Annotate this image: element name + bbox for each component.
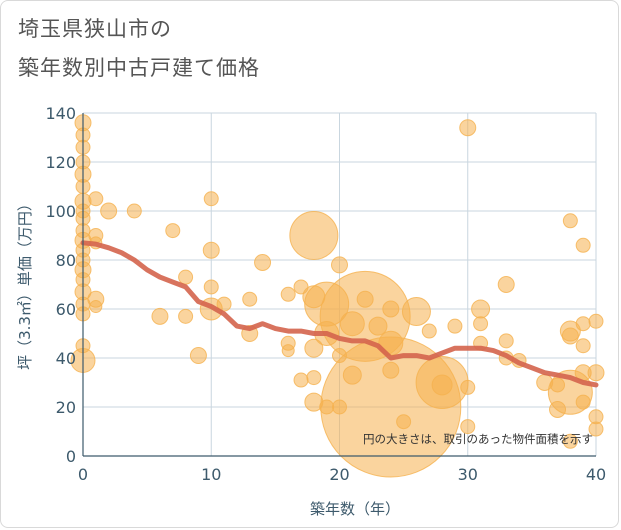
data-bubble	[151, 307, 169, 325]
bubbles	[70, 114, 605, 478]
x-tick-label: 40	[586, 465, 606, 484]
size-annotation: 円の大きさは、取引のあった物件面積を示す	[363, 432, 593, 446]
y-tick-label: 120	[45, 153, 76, 172]
data-bubble	[203, 279, 219, 295]
data-bubble	[306, 370, 322, 386]
data-bubble	[561, 327, 579, 345]
data-bubble	[289, 211, 339, 260]
data-bubble	[100, 202, 118, 220]
data-bubble	[293, 372, 309, 388]
trend-line-path	[80, 240, 599, 388]
x-axis-label: 築年数（年）	[310, 500, 400, 518]
data-bubble	[460, 379, 476, 395]
data-bubble	[382, 300, 400, 318]
x-tick-label: 30	[458, 465, 478, 484]
data-bubble	[587, 364, 605, 382]
axes: 0 20 40 60 80 100 120 140 0 10 20 30 40	[45, 104, 606, 484]
data-bubble	[88, 191, 104, 207]
data-bubble	[562, 433, 578, 449]
y-tick-label: 40	[56, 349, 76, 368]
data-bubble	[396, 414, 412, 430]
data-bubble	[562, 213, 578, 229]
data-bubble	[421, 323, 437, 339]
data-bubble	[401, 296, 431, 326]
data-bubble	[460, 419, 476, 435]
data-bubble	[331, 256, 348, 274]
data-bubble	[356, 290, 374, 308]
data-bubble	[431, 374, 453, 396]
data-bubble	[281, 344, 295, 358]
x-tick-label: 20	[329, 465, 349, 484]
data-bubble	[178, 308, 194, 324]
y-axis-label: 坪（3.3㎡）単価（万円）	[16, 196, 34, 370]
y-tick-label: 80	[56, 251, 76, 270]
data-bubble	[126, 203, 142, 219]
data-bubble	[189, 347, 207, 365]
data-bubble	[203, 191, 219, 207]
data-bubble	[178, 269, 194, 285]
data-bubble	[497, 276, 515, 293]
data-bubble	[304, 338, 324, 358]
chart-title-line-1: 埼玉県狭山市の	[18, 17, 172, 41]
x-tick-label: 10	[201, 465, 221, 484]
data-bubble	[202, 241, 220, 259]
data-bubble	[575, 338, 591, 354]
data-bubble	[459, 119, 477, 137]
y-tick-label: 60	[56, 300, 76, 319]
y-tick-label: 20	[56, 398, 76, 417]
data-bubble	[473, 316, 489, 332]
y-tick-label: 100	[45, 202, 76, 221]
data-bubble	[280, 286, 296, 302]
y-tick-label: 140	[45, 104, 76, 123]
y-tick-label: 0	[66, 447, 76, 466]
data-bubble	[165, 223, 181, 239]
data-bubble	[575, 394, 591, 410]
data-bubble	[89, 300, 103, 314]
data-bubble	[575, 237, 591, 253]
data-bubble	[368, 316, 388, 336]
trend-line	[80, 240, 599, 388]
data-bubble	[588, 313, 604, 329]
data-bubble	[498, 333, 514, 349]
data-bubble	[447, 318, 463, 334]
data-bubble	[471, 299, 491, 319]
data-bubble	[254, 253, 272, 271]
data-bubble	[588, 421, 604, 437]
x-tick-label: 0	[78, 465, 88, 484]
data-bubble	[575, 316, 591, 332]
chart-title-line-2: 築年数別中古戸建て価格	[18, 56, 260, 80]
data-bubble	[242, 291, 258, 307]
